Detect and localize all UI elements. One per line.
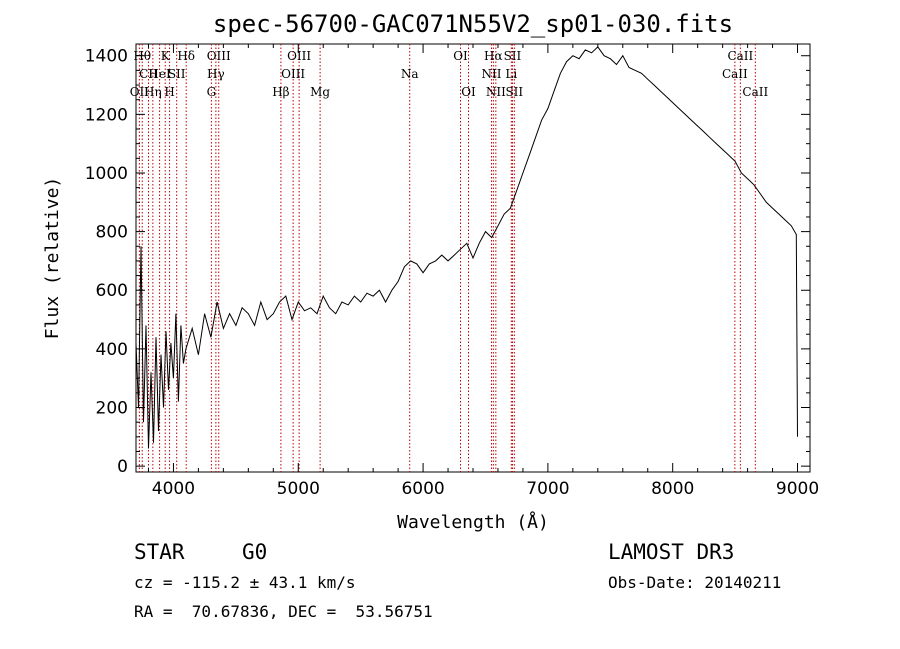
line-label: SII — [168, 67, 186, 81]
line-label: Hα — [484, 49, 503, 63]
line-label: Hβ — [272, 85, 289, 99]
chart-title: spec-56700-GAC071N55V2_sp01-030.fits — [213, 10, 733, 38]
line-label: HeI — [148, 67, 171, 81]
line-labels: OIIHθCIIHηHeIKHSIIHδGHγOIIIHβOIIIOIIIMgN… — [130, 49, 769, 99]
line-label: G — [207, 85, 217, 99]
line-label: OII — [130, 85, 150, 99]
y-axis-label: Flux (relative) — [42, 177, 63, 340]
line-label: K — [161, 49, 171, 63]
coordinates: RA = 70.67836, DEC = 53.56751 — [134, 602, 433, 621]
y-tick-label: 1400 — [85, 47, 128, 67]
line-label: H — [164, 85, 174, 99]
y-tick-label: 1000 — [85, 164, 128, 184]
x-tick-label: 8000 — [651, 479, 694, 499]
y-tick-label: 600 — [96, 281, 128, 301]
line-label: Hγ — [207, 67, 225, 81]
x-tick-label: 7000 — [526, 479, 569, 499]
x-tick-label: 4000 — [152, 479, 195, 499]
object-class: STAR — [134, 540, 185, 564]
x-tick-label: 9000 — [776, 479, 819, 499]
line-label: SII — [505, 85, 523, 99]
line-label: OIII — [281, 67, 305, 81]
line-label: NII — [481, 67, 501, 81]
line-label: Mg — [310, 85, 330, 99]
line-label: NII — [486, 85, 506, 99]
line-markers — [138, 44, 756, 472]
y-tick-label: 0 — [117, 457, 128, 477]
line-label: OIII — [207, 49, 231, 63]
line-label: CaII — [727, 49, 753, 63]
line-label: Na — [401, 67, 419, 81]
y-axis-ticks: 0 200 400 600 800 1000 1200 1400 — [85, 47, 810, 477]
y-tick-label: 800 — [96, 223, 128, 243]
x-axis-label: Wavelength (Å) — [397, 511, 549, 533]
line-label: CaII — [742, 85, 768, 99]
x-tick-label: 6000 — [401, 479, 444, 499]
line-label: CaII — [722, 67, 748, 81]
object-subclass: G0 — [242, 540, 268, 564]
y-tick-label: 1200 — [85, 105, 128, 125]
x-tick-label: 5000 — [277, 479, 320, 499]
line-label: CII — [139, 67, 158, 81]
spectrum-line — [135, 46, 798, 449]
x-axis-ticks: 4000 5000 6000 7000 8000 9000 — [147, 44, 819, 499]
y-tick-label: 400 — [96, 340, 128, 360]
obs-date: Obs-Date: 20140211 — [608, 573, 782, 592]
line-label: SII — [504, 49, 522, 63]
redshift-info: cz = -115.2 ± 43.1 km/s — [134, 573, 356, 592]
survey-name: LAMOST DR3 — [608, 540, 735, 564]
line-label: OI — [461, 85, 476, 99]
spectrum-chart: spec-56700-GAC071N55V2_sp01-030.fits OII… — [42, 10, 819, 533]
line-label: OIII — [287, 49, 311, 63]
line-label: Hη — [144, 85, 162, 99]
line-label: Li — [505, 67, 517, 81]
line-label: Hδ — [177, 49, 195, 63]
line-label: OI — [453, 49, 468, 63]
y-tick-label: 200 — [96, 399, 128, 419]
